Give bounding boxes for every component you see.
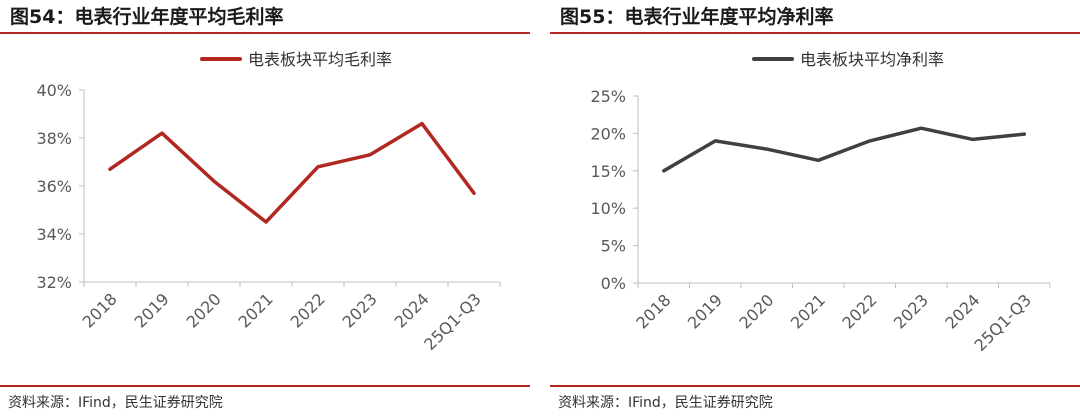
x-tick-label: 2021 <box>787 290 829 332</box>
y-tick-label: 36% <box>36 177 72 196</box>
y-tick-label: 0% <box>601 274 626 293</box>
legend-label: 电表板块平均净利率 <box>800 50 944 69</box>
line-chart-gross-margin: 40%38%36%34%32%2018 2019 2020 2021 2022 2023 2… <box>36 50 501 354</box>
y-tick-label: 5% <box>601 237 626 256</box>
y-tick-label: 10% <box>590 199 626 218</box>
x-tick-label: 2023 <box>890 290 932 332</box>
source-divider <box>0 385 530 387</box>
x-tick-label: 2020 <box>735 290 777 332</box>
title-divider <box>0 32 530 34</box>
legend-label: 电表板块平均毛利率 <box>248 50 392 69</box>
x-tick-label: 25Q1-Q3 <box>971 290 1036 355</box>
x-tick-label: 2018 <box>79 289 121 331</box>
x-tick-label: 2020 <box>183 289 225 331</box>
title-divider <box>550 32 1080 34</box>
x-tick-label: 2018 <box>632 290 674 332</box>
series-line <box>108 121 476 224</box>
x-tick-label: 2022 <box>287 289 329 331</box>
x-tick-label: 2019 <box>684 290 726 332</box>
chart-panel-net-margin: 图55：电表行业年度平均净利率 25% 20% 15% 10% 5% 0% 2018 2019… <box>550 0 1080 416</box>
figure-title: 图54：电表行业年度平均毛利率 <box>10 6 284 28</box>
y-tick-label: 32% <box>36 273 72 292</box>
series-line <box>662 126 1027 173</box>
figure-title: 图55：电表行业年度平均净利率 <box>560 6 834 28</box>
y-tick-label: 38% <box>36 129 72 148</box>
x-tick-label: 2022 <box>838 290 880 332</box>
y-tick-label: 34% <box>36 225 72 244</box>
x-tick-label: 2023 <box>339 289 381 331</box>
y-tick-label: 15% <box>590 162 626 181</box>
y-tick-label: 20% <box>590 124 626 143</box>
x-tick-label: 2021 <box>235 289 277 331</box>
line-chart-net-margin: 25% 20% 15% 10% 5% 0% 2018 2019 2020 2021 2022 2023… <box>590 50 1051 355</box>
y-tick-label: 25% <box>590 87 626 106</box>
y-tick-label: 40% <box>36 81 72 100</box>
x-tick-label: 2019 <box>131 289 173 331</box>
x-tick-label: 25Q1-Q3 <box>420 289 485 354</box>
source-note: 资料来源：IFind，民生证券研究院 <box>8 395 223 411</box>
x-tick-label: 2024 <box>391 289 433 331</box>
source-divider <box>550 385 1080 387</box>
x-tick-label: 2024 <box>941 290 983 332</box>
source-note: 资料来源：IFind，民生证券研究院 <box>558 395 773 411</box>
chart-panel-gross-margin: 图54：电表行业年度平均毛利率 40% 38% 36% 34% 32% 2018 2019 2… <box>0 0 530 416</box>
